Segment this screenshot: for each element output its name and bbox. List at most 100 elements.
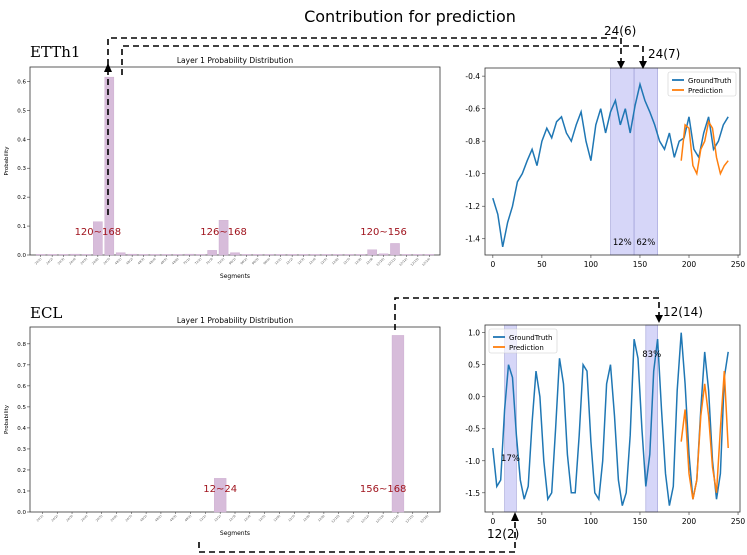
y-tick-label: -1.5	[465, 489, 480, 498]
bar-96(2)	[241, 254, 252, 256]
y-tick-label: 0.1	[17, 224, 26, 230]
bar-24(5)	[81, 254, 92, 256]
bar-12(5)	[321, 254, 332, 256]
y-tick-label: 0.6	[17, 79, 26, 85]
y-tick-label: 0.4	[17, 426, 26, 432]
y-tick-label: 0.3	[17, 447, 26, 453]
x-tick-label: 72(1)	[182, 257, 191, 266]
series-line-Prediction	[680, 119, 729, 177]
x-tick-label: 12(6)	[273, 514, 282, 523]
bar-96(1)	[230, 252, 240, 256]
bar-48(3)	[138, 254, 149, 256]
highlight-window-0	[610, 67, 635, 256]
x-tick-label: 12(1)	[199, 514, 208, 523]
x-tick-label: 12(15)	[405, 514, 415, 524]
y-tick-label: 0.4	[17, 137, 26, 143]
x-tick-label: 24(3)	[65, 514, 74, 523]
highlight-label-0: 12%	[613, 238, 632, 248]
chart-title: Layer 1 Probability Distribution	[177, 56, 293, 65]
x-tick-label: 24(1)	[34, 257, 43, 266]
x-tick-label: 24(6)	[91, 257, 100, 266]
bar-annotation-0: 12~24	[203, 484, 237, 495]
y-tick-label: 0.3	[17, 166, 26, 172]
x-tick-label: 12(2)	[213, 514, 222, 523]
series-line-GroundTruth	[492, 332, 729, 506]
x-tick-label: 12(10)	[331, 514, 341, 524]
y-tick-label: -1.4	[465, 235, 480, 244]
legend-label-GroundTruth: GroundTruth	[509, 334, 553, 342]
y-tick-label: 1.0	[468, 329, 480, 338]
y-tick-label: 0.6	[17, 384, 26, 390]
x-tick-label: 12(16)	[419, 514, 429, 524]
x-tick-label: 96(1)	[228, 257, 237, 266]
ecl-connector-top-line	[394, 297, 660, 330]
y-tick-label: -0.4	[465, 72, 480, 81]
x-tick-label: 48(6)	[171, 257, 180, 266]
x-tick-label: 12(13)	[375, 514, 385, 524]
x-tick-label: 24(1)	[36, 514, 45, 523]
legend-box	[488, 328, 558, 354]
y-tick-label: -1.2	[465, 202, 480, 211]
y-tick-label: 0.5	[17, 405, 26, 411]
x-tick-label: 50	[537, 260, 547, 269]
bar-48(2)	[127, 253, 137, 256]
x-tick-label: 12(7)	[342, 257, 351, 266]
plot-frame	[484, 67, 741, 256]
y-tick-label: 0.1	[17, 489, 26, 495]
bar-24(2)	[47, 254, 57, 256]
x-tick-label: 50	[537, 517, 547, 526]
x-axis-label: Segments	[220, 273, 250, 280]
x-tick-label: 12(8)	[354, 257, 363, 266]
y-tick-label: -1.0	[465, 457, 480, 466]
x-tick-label: 24(2)	[45, 257, 54, 266]
plot-frame	[484, 324, 741, 513]
highlight-label-1: 83%	[642, 350, 661, 360]
bar-72(1)	[184, 253, 195, 256]
x-tick-label: 48(3)	[169, 514, 178, 523]
bar-12(8)	[355, 254, 366, 256]
x-tick-label: 48(4)	[148, 257, 157, 266]
x-tick-label: 72(2)	[194, 257, 203, 266]
bar-12(12)	[401, 254, 412, 256]
x-tick-label: 12(12)	[398, 257, 408, 267]
y-tick-label: 0.0	[17, 253, 26, 259]
ecl-arrowhead-bottom	[511, 512, 519, 521]
x-tick-label: 150	[633, 260, 648, 269]
x-tick-label: 12(11)	[345, 514, 355, 524]
x-tick-label: 12(8)	[302, 514, 311, 523]
bar-annotation-1: 156~168	[360, 484, 407, 495]
x-tick-label: 48(2)	[154, 514, 163, 523]
ecl-dataset-label: ECL	[30, 304, 62, 322]
y-axis-label: Probability	[4, 404, 10, 434]
x-tick-label: 24(3)	[57, 257, 66, 266]
bar-48(5)	[161, 254, 172, 256]
x-tick-label: 12(4)	[308, 257, 317, 266]
etth1-arrowhead-24-6	[617, 61, 625, 69]
x-tick-label: 0	[490, 260, 495, 269]
bar-12(13)	[413, 254, 423, 256]
x-tick-label: 96(3)	[251, 257, 260, 266]
x-tick-label: 48(3)	[137, 257, 146, 266]
x-tick-label: 200	[682, 260, 697, 269]
etth1-connector-24-7-line	[121, 45, 644, 75]
x-tick-label: 24(5)	[80, 257, 89, 266]
series-line-GroundTruth	[492, 81, 729, 248]
x-tick-label: 12(3)	[228, 514, 237, 523]
x-tick-label: 72(4)	[217, 257, 226, 266]
bar-12(4)	[310, 254, 320, 256]
etth1-connector-24-6-line	[107, 37, 622, 215]
etth1-callout-24-7: 24(7)	[648, 47, 680, 61]
x-tick-label: 48(1)	[114, 257, 123, 266]
x-tick-label: 48(2)	[125, 257, 134, 266]
bar-96(3)	[253, 254, 263, 256]
y-tick-label: -0.8	[465, 137, 480, 146]
bar-12(9)	[367, 249, 377, 256]
etth1-arrowhead-24-7	[639, 61, 647, 69]
x-tick-label: 0	[490, 517, 495, 526]
bar-annotation-2: 120~156	[360, 227, 407, 238]
bar-annotation-0: 120~168	[75, 227, 122, 238]
x-tick-label: 12(9)	[365, 257, 374, 266]
bar-12(11)	[390, 243, 400, 256]
etth1-connector	[107, 37, 644, 215]
ecl-forecast-chart: 0 50 100 150 200 250 -1.5 -1.0 -0.5 0.0 0.5 1.0 17% 8…	[465, 324, 745, 526]
